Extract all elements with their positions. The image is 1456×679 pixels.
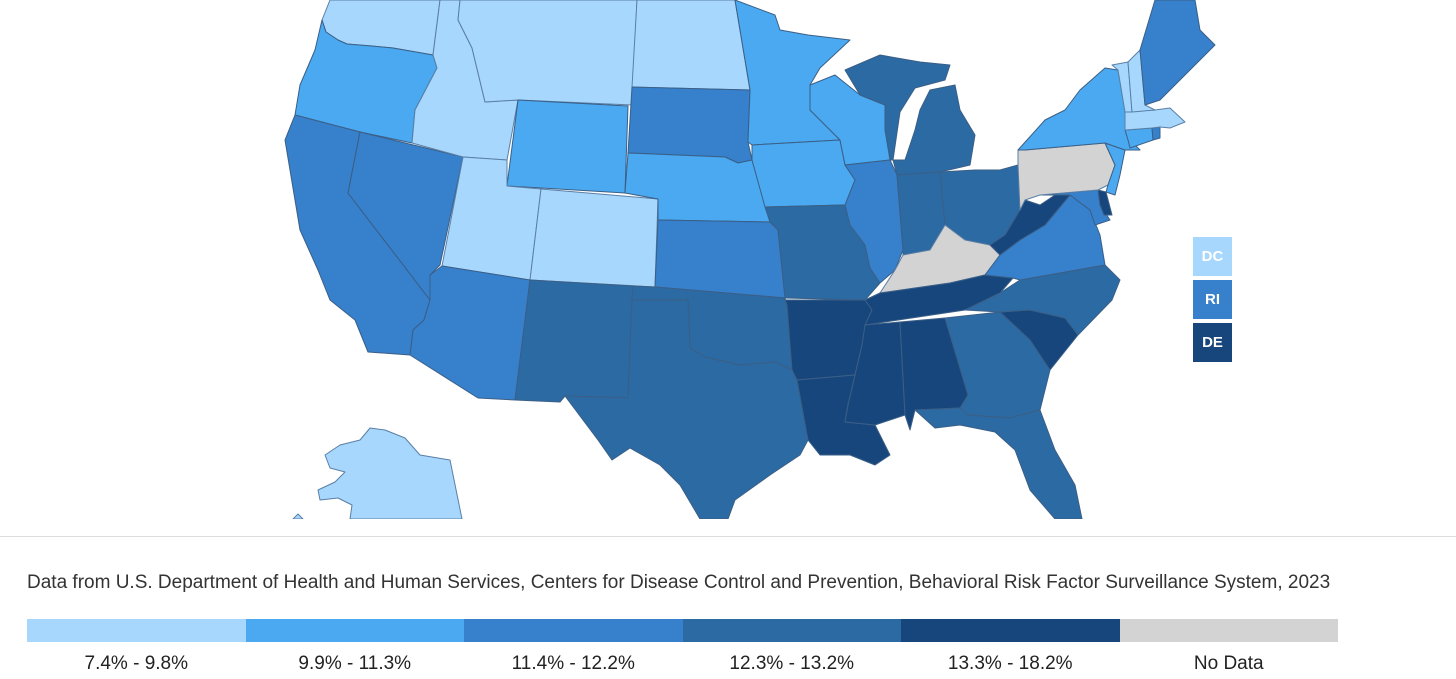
legend-swatch (1119, 619, 1338, 642)
legend-swatch (682, 619, 901, 642)
color-legend: 7.4% - 9.8% 9.9% - 11.3% 11.4% - 12.2% 1… (27, 619, 1338, 679)
state-MA[interactable] (1124, 107, 1186, 131)
state-IA[interactable] (751, 139, 856, 208)
legend-item: 11.4% - 12.2% (464, 619, 683, 675)
legend-label: 7.4% - 9.8% (84, 653, 189, 674)
legend-label: 11.4% - 12.2% (511, 653, 635, 674)
legend-item: 9.9% - 11.3% (245, 619, 464, 675)
small-state-box[interactable]: DC (1193, 237, 1232, 276)
state-AK[interactable] (292, 427, 463, 519)
us-choropleth-map: DC RI DE (284, 0, 1232, 519)
state-KS[interactable] (654, 219, 786, 299)
state-TX[interactable] (564, 299, 809, 519)
legend-label: 12.3% - 13.2% (729, 653, 855, 674)
legend-label: 13.3% - 18.2% (947, 653, 1073, 674)
state-DE[interactable] (1097, 189, 1113, 216)
state-CO[interactable] (529, 188, 659, 288)
state-WY[interactable] (506, 99, 629, 194)
small-state-label: DE (1202, 334, 1223, 351)
state-ME[interactable] (1139, 0, 1216, 106)
legend-item: 12.3% - 13.2% (682, 619, 901, 675)
legend-swatch (27, 619, 246, 642)
state-FL[interactable] (914, 407, 1083, 519)
state-NJ[interactable] (1104, 142, 1126, 196)
small-state-box[interactable]: RI (1193, 280, 1232, 319)
state-SD[interactable] (627, 86, 753, 164)
state-NC[interactable] (964, 264, 1121, 336)
legend-swatch (245, 619, 464, 642)
state-CT[interactable] (1124, 127, 1154, 149)
legend-item: No Data (1119, 619, 1338, 675)
small-state-legend: DC RI DE (1193, 237, 1232, 362)
state-NH[interactable] (1127, 49, 1156, 113)
legend-swatch (901, 619, 1120, 642)
state-NM[interactable] (514, 279, 634, 403)
legend-label: 9.9% - 11.3% (298, 653, 412, 674)
small-state-label: RI (1205, 291, 1220, 308)
legend-item: 7.4% - 9.8% (27, 619, 246, 675)
legend-item: 13.3% - 18.2% (901, 619, 1120, 675)
divider (0, 536, 1456, 537)
state-VT[interactable] (1111, 61, 1133, 113)
small-state-box[interactable]: DE (1193, 323, 1232, 362)
state-MI[interactable] (844, 54, 976, 176)
state-ND[interactable] (631, 0, 751, 91)
state-RI[interactable] (1151, 126, 1161, 141)
state-MT[interactable] (457, 0, 638, 106)
legend-label: No Data (1193, 653, 1264, 674)
small-state-label: DC (1202, 248, 1224, 265)
source-note: Data from U.S. Department of Health and … (27, 572, 1331, 593)
legend-swatch (464, 619, 683, 642)
